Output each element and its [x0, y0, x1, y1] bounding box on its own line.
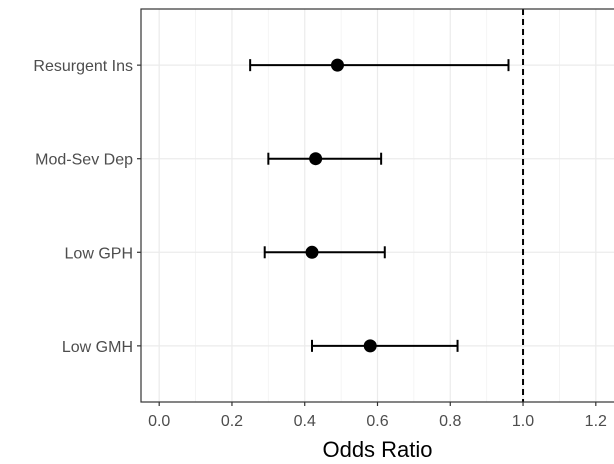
x-tick-label: 0.6	[366, 413, 388, 430]
panel-border	[140, 8, 614, 403]
x-tick-label: 0.8	[439, 413, 461, 430]
marks	[249, 58, 510, 353]
y-tick-label: Resurgent Ins	[33, 58, 133, 75]
estimate-point	[363, 339, 377, 353]
x-tick-label: 1.0	[512, 413, 534, 430]
y-tick-label: Mod-Sev Dep	[35, 152, 133, 169]
estimate-point	[305, 245, 319, 259]
x-tick-label: 0.4	[294, 413, 316, 430]
x-tick-label: 1.2	[585, 413, 607, 430]
x-tick-label: 0.0	[148, 413, 170, 430]
y-tick-label: Low GMH	[62, 339, 133, 356]
x-axis-title: Odds Ratio	[322, 437, 432, 462]
axes: Resurgent Ins Mod-Sev Dep Low GPH Low GMH 0.…	[33, 58, 607, 430]
estimate-point	[309, 152, 323, 166]
estimate-point	[330, 58, 344, 72]
x-tick-label: 0.2	[221, 413, 243, 430]
y-tick-label: Low GPH	[65, 245, 133, 262]
